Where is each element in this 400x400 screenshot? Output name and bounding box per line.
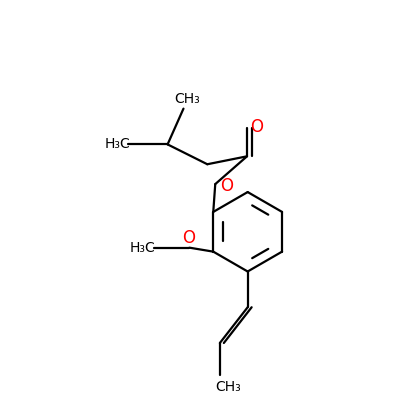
- Text: O: O: [220, 177, 233, 195]
- Text: H₃C: H₃C: [105, 137, 131, 151]
- Text: O: O: [250, 118, 264, 136]
- Text: CH₃: CH₃: [215, 380, 241, 394]
- Text: H₃C: H₃C: [130, 241, 156, 255]
- Text: O: O: [182, 229, 195, 247]
- Text: CH₃: CH₃: [174, 92, 200, 106]
